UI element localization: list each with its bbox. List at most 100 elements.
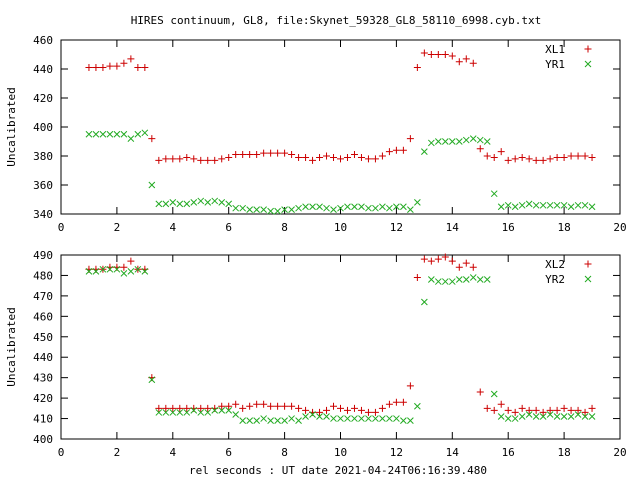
data-point [462,276,470,283]
data-point [546,155,554,163]
data-point [588,153,596,161]
data-point [197,156,205,164]
data-point [232,400,240,408]
data-point [316,153,324,161]
data-point [392,398,400,406]
data-point [120,263,128,271]
data-point [511,155,519,163]
data-point [141,64,149,72]
data-point [350,151,358,159]
data-point [469,274,477,281]
data-point [127,268,135,275]
data-point [553,406,561,414]
y-tick-label: 420 [33,392,53,405]
legend-marker [584,45,592,53]
data-point [350,404,358,412]
data-point [504,415,512,422]
data-point [407,206,414,214]
data-point [518,201,526,209]
data-point [441,278,449,285]
series-YR1 [85,129,596,215]
data-point [351,203,358,211]
data-point [455,138,463,145]
data-point [211,407,219,414]
data-point [281,402,289,410]
data-point [497,413,505,420]
x-tick-label: 2 [114,446,121,459]
data-point [490,190,498,198]
data-point [511,203,519,211]
data-point [385,148,393,156]
data-point [197,404,205,412]
x-tick-label: 6 [225,446,232,459]
data-point [218,199,226,206]
data-point [253,417,261,424]
data-point [581,152,589,160]
data-point [127,135,135,142]
data-point [344,203,351,211]
data-point [371,155,379,163]
data-point [560,404,568,412]
data-point [379,415,386,422]
data-point [497,400,505,408]
data-point [400,417,407,424]
data-point [357,153,365,161]
panel-1: 340 360 380 400 420 440 460 0 2 4 6 8 10 12 14 16 18 20 Un… [5,34,627,234]
data-point [393,415,400,422]
data-point [148,135,156,143]
data-point [218,407,226,414]
data-point [420,255,428,263]
data-point [239,417,247,424]
data-point [455,58,463,66]
y-tick-label: 400 [33,121,53,134]
data-point [239,204,247,212]
data-point [155,200,163,208]
data-point [316,413,323,420]
data-point [330,153,338,161]
data-point [337,415,344,422]
y-tick-label: 450 [33,331,53,344]
data-point [504,156,512,164]
data-point [358,203,365,211]
data-point [267,207,274,215]
data-point [567,203,575,211]
data-point [525,200,533,208]
data-point [532,406,540,414]
data-point [323,413,330,420]
data-point [218,402,226,410]
data-point [420,49,428,57]
data-point [469,59,477,67]
data-point [162,155,170,163]
data-point [406,382,414,390]
data-point [281,149,289,157]
data-point [169,404,177,412]
data-point [483,138,491,145]
legend-marker [584,60,592,68]
data-point [574,411,582,418]
data-point [162,200,170,208]
x-tick-label: 14 [446,446,460,459]
x-tick-label: 20 [613,221,626,234]
data-point [553,201,561,209]
data-point [574,201,582,209]
data-point [85,130,93,138]
data-point [532,156,540,164]
data-point [155,156,163,164]
data-point [469,263,477,271]
data-point [232,151,240,159]
data-point [260,206,267,214]
data-point [99,130,107,138]
data-point [490,153,498,161]
data-point [148,181,156,189]
data-point [155,404,163,412]
y-tick-label: 490 [33,249,53,262]
data-point [316,408,324,416]
data-point [337,204,344,212]
data-point [106,62,114,70]
data-point [267,149,275,157]
data-point [365,204,372,212]
data-point [448,52,456,60]
data-point [92,268,100,275]
data-point [441,51,449,58]
data-point [378,152,386,160]
